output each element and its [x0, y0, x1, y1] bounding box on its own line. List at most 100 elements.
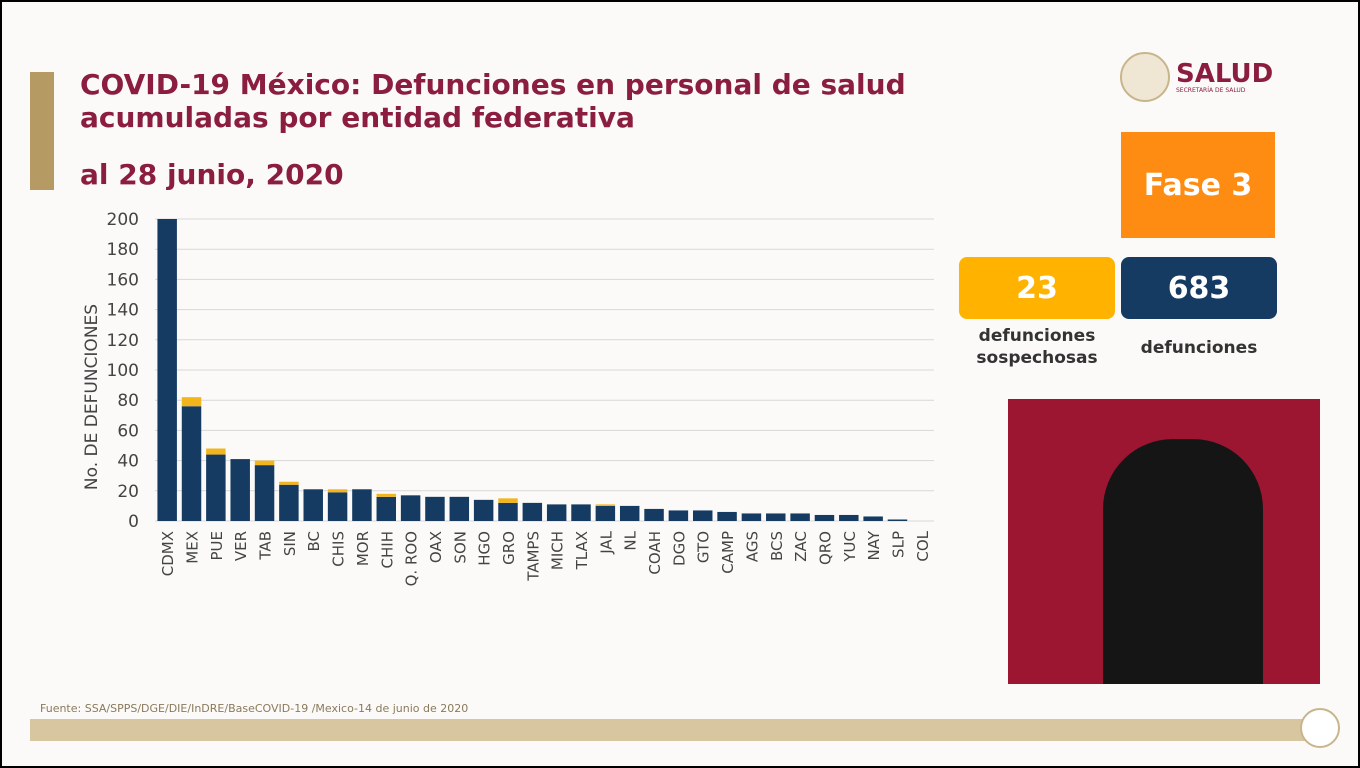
x-tick-label: TAMPS — [524, 531, 542, 582]
x-tick-label: OAX — [427, 531, 445, 563]
x-tick-label: BC — [305, 531, 323, 552]
x-tick-label: SLP — [889, 531, 907, 558]
x-tick-label: HGO — [476, 531, 494, 566]
page-subtitle: al 28 junio, 2020 — [80, 158, 344, 191]
suspected-count: 23 — [959, 257, 1115, 319]
bar-confirmed — [157, 219, 177, 521]
x-tick-label: GTO — [695, 531, 713, 563]
x-tick-label: NL — [622, 530, 640, 550]
x-tick-label: COAH — [646, 531, 664, 575]
x-tick-label: SIN — [281, 531, 299, 556]
x-tick-label: QRO — [816, 531, 834, 565]
y-tick-label: 180 — [107, 240, 139, 260]
bar-confirmed — [254, 465, 275, 521]
x-tick-label: SON — [451, 531, 469, 564]
bar-suspected — [498, 498, 518, 503]
x-tick-label: AGS — [743, 531, 761, 562]
interpreter — [1103, 439, 1263, 684]
y-tick-label: 20 — [117, 482, 139, 502]
salud-logo: SALUD SECRETARÍA DE SALUD — [1120, 52, 1273, 102]
x-tick-label: YUC — [841, 531, 859, 563]
accent-bar — [30, 72, 54, 190]
y-tick-label: 60 — [117, 421, 139, 441]
bar-suspected — [181, 397, 202, 407]
x-tick-label: TLAX — [573, 531, 591, 570]
y-tick-label: 140 — [107, 301, 139, 321]
y-axis-label: No. DE DEFUNCIONES — [82, 304, 102, 490]
bar-confirmed — [206, 454, 226, 521]
bar-confirmed — [790, 513, 810, 521]
bar-confirmed — [887, 519, 908, 521]
bar-suspected — [279, 481, 299, 485]
bar-confirmed — [741, 513, 762, 521]
y-tick-label: 160 — [107, 270, 139, 290]
bar-confirmed — [839, 514, 859, 521]
page-title: COVID-19 México: Defunciones en personal… — [80, 68, 906, 134]
x-tick-label: CAMP — [719, 531, 737, 574]
bar-confirmed — [473, 499, 494, 521]
bar-confirmed — [766, 513, 786, 521]
bar-confirmed — [644, 508, 664, 521]
y-tick-label: 80 — [117, 391, 139, 411]
source-note: Fuente: SSA/SPPS/DGE/DIE/InDRE/BaseCOVID… — [40, 702, 469, 715]
phase-badge: Fase 3 — [1121, 132, 1275, 238]
bar-confirmed — [619, 505, 640, 521]
x-tick-label: COL — [914, 530, 932, 561]
x-tick-label: TAB — [257, 531, 275, 561]
x-tick-label: Q. ROO — [403, 531, 421, 586]
bar-confirmed — [230, 459, 250, 521]
bar-confirmed — [400, 495, 421, 521]
bar-chart: 0 20 40 60 80 100 120 140 160 180 200 No. DE DEFUNC… — [82, 210, 934, 586]
bar-confirmed — [352, 489, 372, 521]
bar-confirmed — [449, 496, 470, 521]
suspected-label-2: sospechosas — [976, 348, 1098, 368]
bar-confirmed — [814, 514, 835, 521]
logo-text: SALUD — [1176, 58, 1274, 89]
y-tick-label: 120 — [107, 331, 139, 351]
x-tick-label: PUE — [208, 531, 226, 561]
x-tick-label: MICH — [549, 531, 567, 570]
title-line-2: acumuladas por entidad federativa — [80, 101, 635, 134]
bar-confirmed — [376, 496, 397, 521]
x-tick-label: MOR — [354, 531, 372, 566]
x-tick-label: VER — [232, 531, 250, 561]
gobierno-badge-icon — [1300, 708, 1340, 748]
bar-confirmed — [546, 504, 567, 521]
confirmed-label: defunciones — [1140, 338, 1258, 358]
y-tick-label: 0 — [128, 512, 139, 532]
bar-confirmed — [595, 505, 616, 521]
x-tick-label: ZAC — [792, 531, 810, 562]
y-tick-label: 100 — [107, 361, 139, 381]
sign-language-interpreter-video — [1008, 399, 1320, 684]
logo-subtext: SECRETARÍA DE SALUD — [1176, 86, 1246, 94]
suspected-label: defunciones sospechosas — [959, 325, 1115, 369]
bar-confirmed — [327, 492, 348, 521]
bar-suspected — [376, 493, 397, 497]
bar-suspected — [254, 460, 275, 466]
bar-confirmed — [717, 511, 737, 521]
bar-confirmed — [303, 489, 323, 521]
bar-suspected — [595, 504, 616, 506]
confirmed-count: 683 — [1121, 257, 1277, 319]
bar-confirmed — [863, 516, 883, 521]
x-tick-label: CDMX — [159, 531, 177, 576]
y-tick-label: 40 — [117, 452, 139, 472]
x-tick-label: JAL — [597, 530, 615, 554]
seal-icon — [1120, 52, 1170, 102]
x-tick-label: CHIS — [330, 531, 348, 567]
bar-confirmed — [522, 502, 543, 521]
bar-confirmed — [668, 510, 689, 521]
x-tick-label: CHIH — [378, 531, 396, 568]
bar-confirmed — [571, 504, 591, 521]
x-tick-label: GRO — [500, 531, 518, 565]
bar-suspected — [327, 489, 348, 493]
footer-bar — [30, 719, 1330, 741]
title-line-1: COVID-19 México: Defunciones en personal… — [80, 68, 906, 101]
bar-confirmed — [181, 406, 202, 521]
bar-confirmed — [425, 496, 445, 521]
y-tick-label: 200 — [107, 210, 139, 230]
suspected-label-1: defunciones — [978, 326, 1096, 346]
x-tick-label: BCS — [768, 531, 786, 561]
bar-confirmed — [279, 484, 299, 521]
